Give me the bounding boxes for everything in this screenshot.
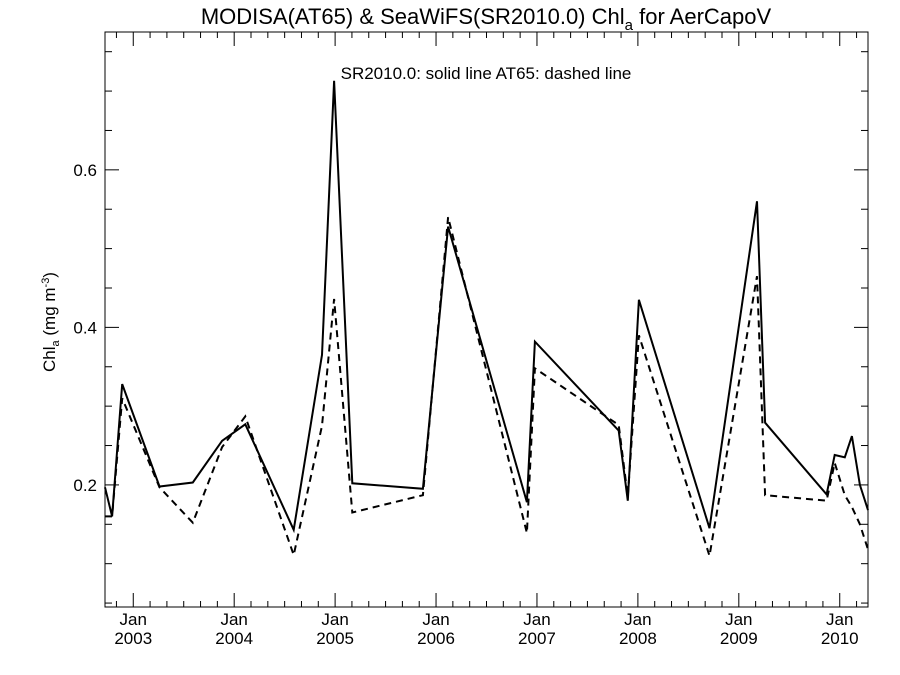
- x-tick-label-year: 2010: [821, 629, 859, 648]
- x-tick-label-year: 2004: [215, 629, 253, 648]
- y-axis-label-unit: (mg m: [40, 287, 59, 340]
- x-ticks: Jan2003Jan2004Jan2005Jan2006Jan2007Jan20…: [114, 32, 859, 648]
- x-tick-label-month: Jan: [624, 610, 651, 629]
- x-tick-label-month: Jan: [725, 610, 752, 629]
- y-axis-label-close: ): [40, 272, 59, 278]
- y-axis-label: Chla (mg m-3): [40, 272, 62, 372]
- y-axis-label-subscript: a: [50, 339, 62, 346]
- y-axis-label-superscript: -3: [40, 278, 52, 288]
- series-line-solid: [104, 80, 869, 534]
- y-axis-label-main: Chl: [40, 346, 59, 372]
- x-tick-label-year: 2007: [518, 629, 556, 648]
- x-tick-label-year: 2006: [417, 629, 455, 648]
- plot-axes: [104, 31, 869, 608]
- chart-title-main: MODISA(AT65) & SeaWiFS(SR2010.0) Chl: [201, 4, 625, 29]
- y-tick-label: 0.2: [73, 476, 97, 495]
- x-tick-label-year: 2009: [720, 629, 758, 648]
- chart-title-subscript: a: [625, 17, 634, 34]
- chart-title: MODISA(AT65) & SeaWiFS(SR2010.0) Chla fo…: [201, 4, 772, 34]
- x-tick-label-year: 2008: [619, 629, 657, 648]
- y-tick-label: 0.4: [73, 318, 97, 337]
- x-tick-label-month: Jan: [321, 610, 348, 629]
- legend-annotation: SR2010.0: solid line AT65: dashed line: [341, 64, 632, 83]
- y-tick-label: 0.6: [73, 161, 97, 180]
- series-lines: [104, 80, 869, 559]
- chart-title-tail: for AerCapoV: [633, 4, 772, 29]
- x-tick-label-month: Jan: [826, 610, 853, 629]
- y-ticks: 0.2 0.4 0.6: [73, 51, 868, 604]
- series-line-dashed: [105, 216, 869, 559]
- plot-frame: [104, 31, 869, 608]
- x-tick-label-month: Jan: [120, 610, 147, 629]
- x-tick-label-year: 2003: [114, 629, 152, 648]
- x-tick-label-year: 2005: [316, 629, 354, 648]
- x-tick-label-month: Jan: [523, 610, 550, 629]
- x-tick-label-month: Jan: [422, 610, 449, 629]
- x-tick-label-month: Jan: [220, 610, 247, 629]
